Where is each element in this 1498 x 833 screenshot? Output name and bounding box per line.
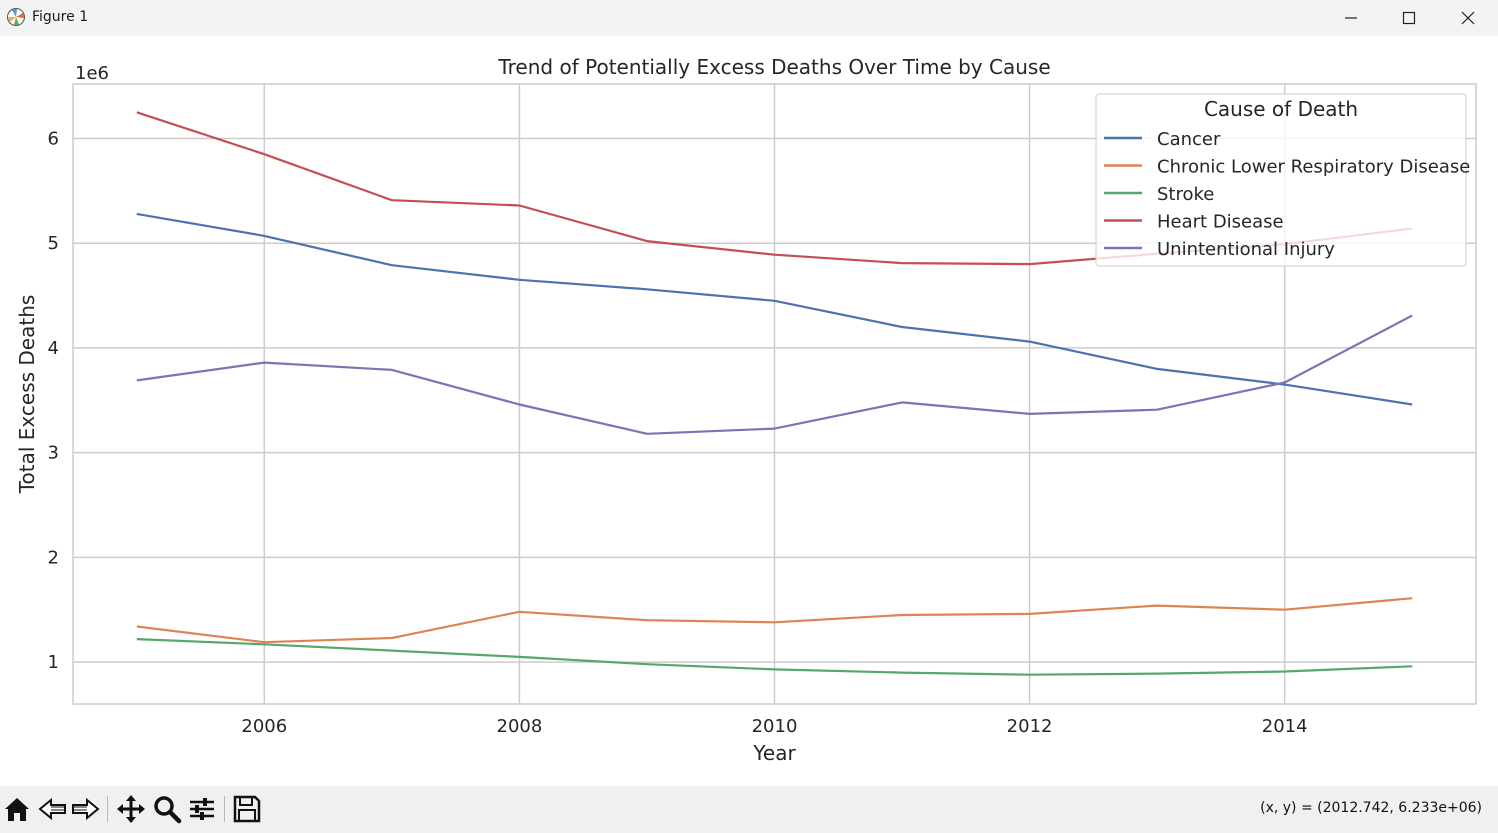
tick-labels: 2006 2008 2010 2012 2014 1 2 3 4 5 6 [48,128,1308,737]
legend-items: Cancer Chronic Lower Respiratory Disease S… [1104,129,1470,260]
toolbar-separator [107,796,108,822]
x-tick-label: 2012 [1007,716,1053,737]
minimize-icon [1345,17,1357,19]
x-tick-label: 2008 [497,716,543,737]
x-tick-label: 2006 [241,716,287,737]
toolbar-separator [224,796,225,822]
y-tick-label: 4 [48,338,59,359]
window-titlebar: Figure 1 [0,0,1498,36]
series-line-stroke [136,638,1413,676]
maximize-icon [1402,11,1416,25]
y-tick-label: 3 [48,443,59,464]
home-icon [5,798,29,821]
series-line-chronic-lower-respiratory-disease [136,597,1413,644]
legend-label: Stroke [1157,184,1214,205]
y-tick-label: 1 [48,652,59,673]
y-tick-label: 5 [48,233,59,254]
zoom-icon [154,796,182,824]
y-axis-label: Total Excess Deaths [15,295,39,495]
cursor-coordinates: (x, y) = (2012.742, 6.233e+06) [1260,800,1482,816]
zoom-button[interactable] [152,794,182,824]
x-tick-label: 2014 [1262,716,1308,737]
configure-icon [190,798,214,820]
series-line-cancer [136,212,1413,406]
x-axis-label: Year [752,741,796,765]
legend-box [1095,93,1467,267]
line-chart: 2006 2008 2010 2012 2014 1 2 3 4 5 6 Trend of Pote… [15,55,1477,765]
home-button[interactable] [2,794,32,824]
configure-subplots-button[interactable] [187,794,217,824]
series-line-unintentional-injury [136,314,1413,435]
forward-button[interactable] [70,794,100,824]
back-button[interactable] [38,794,68,824]
legend-label: Unintentional Injury [1157,239,1335,260]
axes-frame [72,83,1477,705]
navigation-toolbar: (x, y) = (2012.742, 6.233e+06) [0,786,1498,833]
legend-label: Cancer [1157,129,1221,150]
legend-title: Cause of Death [1204,97,1358,121]
save-icon [233,795,261,823]
y-axis-offset-text: 1e6 [75,63,109,84]
figure-canvas[interactable]: 2006 2008 2010 2012 2014 1 2 3 4 5 6 Trend of Pote… [0,36,1498,786]
legend-label: Heart Disease [1157,212,1284,233]
x-tick-label: 2010 [752,716,798,737]
y-tick-label: 6 [48,128,59,149]
matplotlib-app-icon [7,8,25,26]
window-title: Figure 1 [32,9,89,25]
pan-button[interactable] [116,794,146,824]
chart-title: Trend of Potentially Excess Deaths Over … [497,55,1050,79]
close-icon [1461,11,1475,25]
pan-icon [117,795,145,823]
minimize-button[interactable] [1322,0,1380,36]
save-button[interactable] [232,794,262,824]
series-lines [136,111,1413,676]
forward-icon [72,797,100,821]
legend-label: Chronic Lower Respiratory Disease [1157,157,1470,178]
back-icon [38,797,66,821]
maximize-button[interactable] [1380,0,1438,36]
legend: Cause of Death Cancer Chronic Lower Respi… [1095,93,1470,267]
close-button[interactable] [1439,0,1497,36]
y-tick-label: 2 [48,547,59,568]
